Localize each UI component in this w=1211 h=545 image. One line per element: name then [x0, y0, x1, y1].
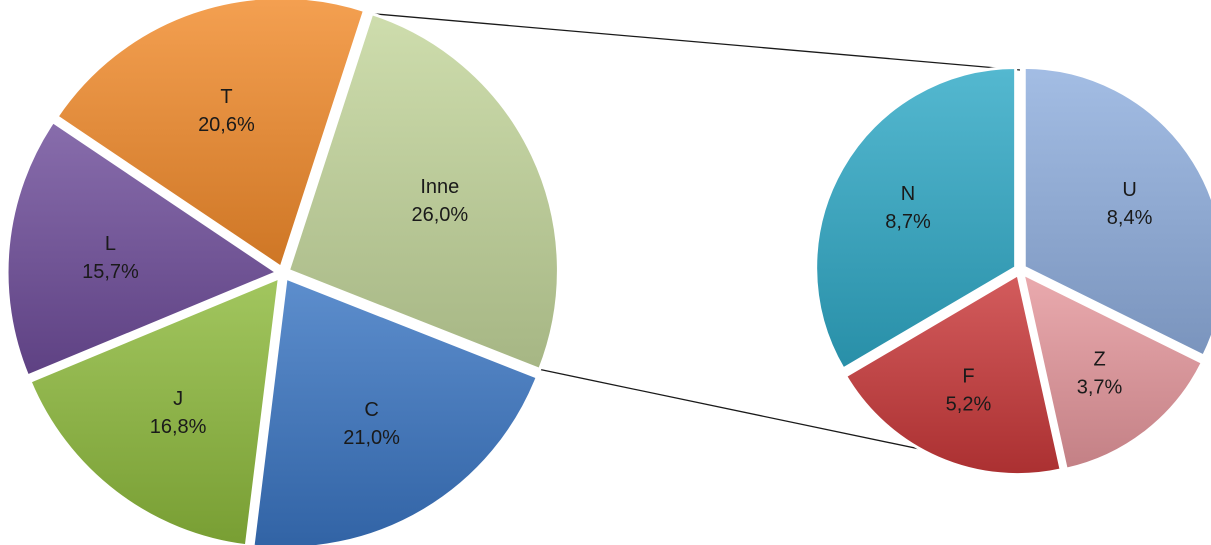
slice-value-inne: 26,0%	[411, 204, 468, 226]
slice-category-u: U	[1122, 179, 1136, 201]
pie-slice-l	[5, 119, 281, 378]
pie-slice-c	[251, 276, 540, 545]
pie-slice-t	[54, 0, 367, 270]
slice-category-c: C	[364, 399, 378, 421]
pie-slice-u	[1022, 65, 1211, 359]
slice-category-t: T	[220, 86, 232, 108]
slice-value-t: 20,6%	[198, 114, 255, 136]
pie-slice-f	[843, 272, 1063, 477]
slice-label-j: J 16,8%	[150, 388, 207, 438]
slice-value-l: 15,7%	[82, 261, 139, 283]
slice-category-l: L	[105, 233, 116, 255]
main-pie: Inne 26,0% C 21,0% J 16,8% L 15,7% T 20,6%	[5, 0, 560, 545]
pie-slice-n	[814, 66, 1018, 371]
pie-slice-inne	[286, 11, 560, 372]
slice-label-c: C 21,0%	[343, 399, 400, 449]
slice-value-n: 8,7%	[885, 211, 931, 233]
slice-label-t: T 20,6%	[198, 86, 255, 136]
slice-value-c: 21,0%	[343, 427, 400, 449]
secondary-pie: U 8,4% Z 3,7% F 5,2% N 8,7%	[814, 65, 1211, 477]
slice-value-z: 3,7%	[1077, 377, 1123, 399]
slice-label-u: U 8,4%	[1107, 179, 1153, 229]
slice-value-f: 5,2%	[946, 393, 992, 415]
slice-value-u: 8,4%	[1107, 207, 1153, 229]
slice-label-n: N 8,7%	[885, 183, 931, 233]
pie-slice-j	[28, 275, 282, 545]
slice-label-inne: Inne 26,0%	[411, 176, 468, 226]
slice-label-z: Z 3,7%	[1077, 349, 1123, 399]
slice-category-n: N	[901, 183, 915, 205]
pie-slice-z	[1020, 271, 1205, 472]
slice-category-f: F	[962, 365, 974, 387]
slice-category-inne: Inne	[420, 176, 459, 198]
slice-value-j: 16,8%	[150, 416, 207, 438]
slice-category-j: J	[173, 388, 183, 410]
slice-category-z: Z	[1093, 349, 1105, 371]
slice-label-f: F 5,2%	[946, 365, 992, 415]
slice-label-l: L 15,7%	[82, 233, 139, 283]
connector-top	[371, 13, 1021, 71]
